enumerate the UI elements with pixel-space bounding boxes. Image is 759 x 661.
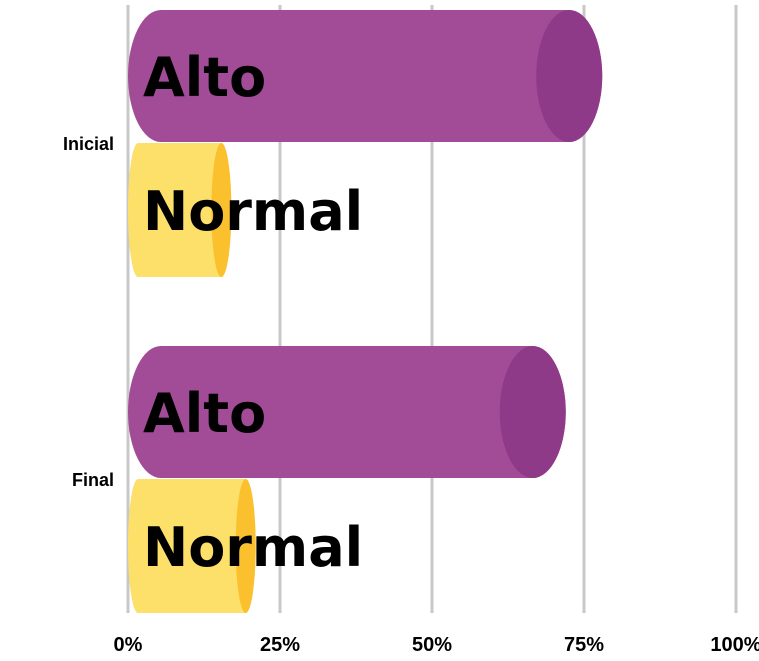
- x-tick-label: 25%: [260, 634, 300, 656]
- category-label: Final: [72, 470, 114, 490]
- bar-cap-alto: [499, 346, 566, 478]
- bar-normal: [128, 479, 256, 613]
- axes: 0% 25% 50% 75% 100% Inicial Final: [63, 134, 759, 656]
- bar-alto: [128, 10, 603, 142]
- category-label: Inicial: [63, 134, 114, 154]
- bar-normal: [128, 143, 232, 277]
- data-label-alto: Alto: [143, 46, 266, 109]
- data-label-alto: Alto: [143, 382, 266, 445]
- data-label-normal: Normal: [143, 516, 363, 579]
- bars: [128, 10, 603, 613]
- bar-cap-normal: [211, 143, 232, 277]
- data-label-normal: Normal: [143, 180, 363, 243]
- x-tick-label: 50%: [412, 634, 452, 656]
- bar-alto: [128, 346, 566, 478]
- x-tick-label: 0%: [114, 634, 143, 656]
- x-tick-label: 75%: [564, 634, 604, 656]
- bar-cap-normal: [235, 479, 256, 613]
- x-tick-label: 100%: [710, 634, 759, 656]
- data-labels: Alto Alto Normal Normal: [143, 46, 363, 579]
- bar-cap-alto: [536, 10, 603, 142]
